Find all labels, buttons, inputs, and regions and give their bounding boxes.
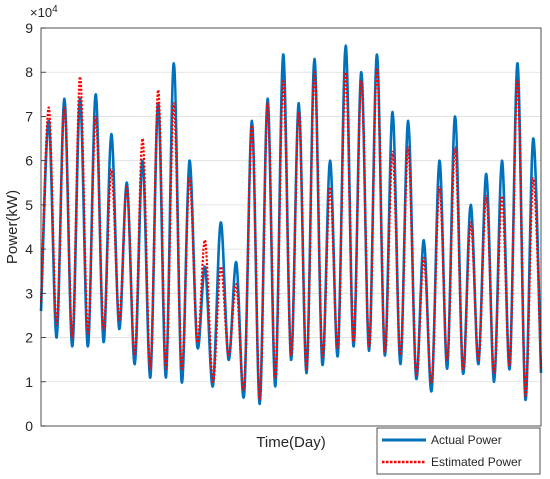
y-ticks: 0 1 2 3 4 5 6 7 8 9	[25, 20, 46, 434]
y-axis-label: Power(kW)	[4, 190, 21, 264]
series-estimated-power	[39, 66, 543, 401]
y-tick-label: 1	[25, 374, 33, 390]
legend-label-estimated: Estimated Power	[431, 455, 522, 469]
y-exponent: ×104	[30, 4, 58, 20]
x-axis-label: Time(Day)	[256, 434, 325, 451]
legend-box	[376, 427, 541, 475]
y-tick-label: 4	[25, 241, 33, 257]
y-tick-label: 5	[25, 197, 33, 213]
plot-frame	[40, 27, 542, 427]
legend-label-actual: Actual Power	[431, 433, 502, 447]
y-tick-label: 3	[25, 285, 33, 301]
series-actual-power	[39, 44, 543, 406]
series-layer	[39, 44, 543, 406]
y-exponent-power: 4	[52, 4, 58, 15]
y-tick-label: 8	[25, 64, 33, 80]
y-tick-label: 2	[25, 330, 33, 346]
y-tick-label: 9	[25, 20, 33, 36]
legend: Actual Power Estimated Power	[376, 427, 541, 475]
y-exponent-base: ×10	[30, 5, 52, 20]
y-tick-label: 0	[25, 418, 33, 434]
y-tick-label: 6	[25, 153, 33, 169]
y-tick-label: 7	[25, 108, 33, 124]
